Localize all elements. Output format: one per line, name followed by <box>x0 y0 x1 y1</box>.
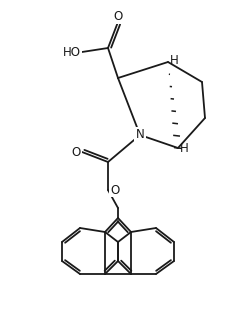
Text: O: O <box>72 145 81 158</box>
Text: HO: HO <box>63 45 81 59</box>
Text: O: O <box>110 183 119 196</box>
Text: N: N <box>136 129 144 142</box>
Text: H: H <box>170 54 179 67</box>
Text: O: O <box>113 10 123 23</box>
Text: H: H <box>180 142 189 155</box>
